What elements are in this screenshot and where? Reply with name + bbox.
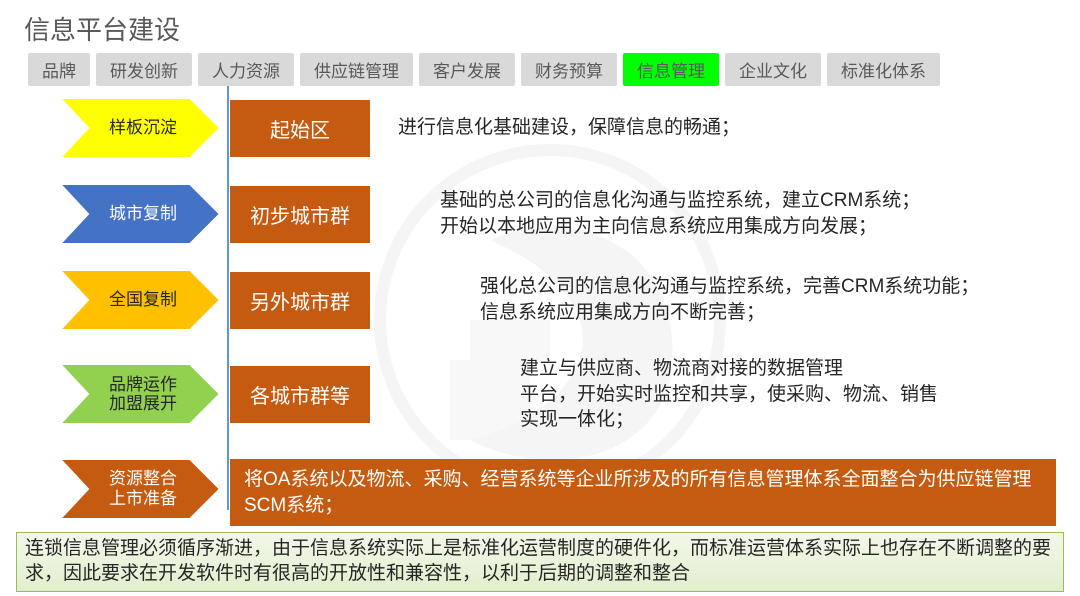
desc-3: 强化总公司的信息化沟通与监控系统，完善CRM系统功能； 信息系统应用集成方向不断… [380, 274, 1080, 325]
tab-customer[interactable]: 客户发展 [419, 53, 515, 86]
flow-rows: 样板沉淀 起始区 进行信息化基础建设，保障信息的畅通； 城市复制 初步城市群 基… [0, 94, 1080, 530]
tab-standard[interactable]: 标准化体系 [827, 53, 940, 86]
stage-3: 另外城市群 [230, 272, 370, 329]
arrow-1: 样板沉淀 [60, 98, 220, 158]
stage-1: 起始区 [230, 100, 370, 157]
page-title: 信息平台建设 [0, 0, 1080, 47]
tab-finance[interactable]: 财务预算 [521, 53, 617, 86]
arrow-5: 资源整合 上市准备 [60, 459, 220, 519]
flow-row-1: 样板沉淀 起始区 进行信息化基础建设，保障信息的畅通； [0, 94, 1080, 162]
tab-bar: 品牌 研发创新 人力资源 供应链管理 客户发展 财务预算 信息管理 企业文化 标… [0, 47, 1080, 86]
arrow-4-label: 品牌运作 加盟展开 [103, 375, 177, 414]
arrow-5-label: 资源整合 上市准备 [103, 469, 177, 508]
footer-note: 连锁信息管理必须循序渐进，由于信息系统实际上是标准化运营制度的硬件化，而标准运营… [16, 532, 1064, 591]
tab-culture[interactable]: 企业文化 [725, 53, 821, 86]
arrow-3: 全国复制 [60, 270, 220, 330]
desc-4: 建立与供应商、物流商对接的数据管理 平台，开始实时监控和共享，使采购、物流、销售… [380, 356, 1080, 433]
tab-info-mgmt[interactable]: 信息管理 [623, 53, 719, 86]
desc-1: 进行信息化基础建设，保障信息的畅通； [380, 115, 1080, 141]
flow-row-5: 资源整合 上市准备 将OA系统以及物流、采购、经营系统等企业所涉及的所有信息管理… [0, 455, 1080, 530]
flow-row-4: 品牌运作 加盟展开 各城市群等 建立与供应商、物流商对接的数据管理 平台，开始实… [0, 352, 1080, 437]
desc-2: 基础的总公司的信息化沟通与监控系统，建立CRM系统； 开始以本地应用为主向信息系… [380, 188, 1080, 239]
arrow-3-label: 全国复制 [103, 290, 177, 310]
tab-hr[interactable]: 人力资源 [198, 53, 294, 86]
tab-rnd[interactable]: 研发创新 [96, 53, 192, 86]
arrow-1-label: 样板沉淀 [103, 118, 177, 138]
stage-5-wide: 将OA系统以及物流、采购、经营系统等企业所涉及的所有信息管理体系全面整合为供应链… [230, 459, 1056, 526]
arrow-2: 城市复制 [60, 184, 220, 244]
stage-2: 初步城市群 [230, 186, 370, 243]
flow-row-3: 全国复制 另外城市群 强化总公司的信息化沟通与监控系统，完善CRM系统功能； 信… [0, 266, 1080, 334]
stage-4: 各城市群等 [230, 366, 370, 423]
tab-brand[interactable]: 品牌 [28, 53, 90, 86]
arrow-2-label: 城市复制 [103, 204, 177, 224]
tab-supply[interactable]: 供应链管理 [300, 53, 413, 86]
flow-row-2: 城市复制 初步城市群 基础的总公司的信息化沟通与监控系统，建立CRM系统； 开始… [0, 180, 1080, 248]
arrow-4: 品牌运作 加盟展开 [60, 364, 220, 424]
